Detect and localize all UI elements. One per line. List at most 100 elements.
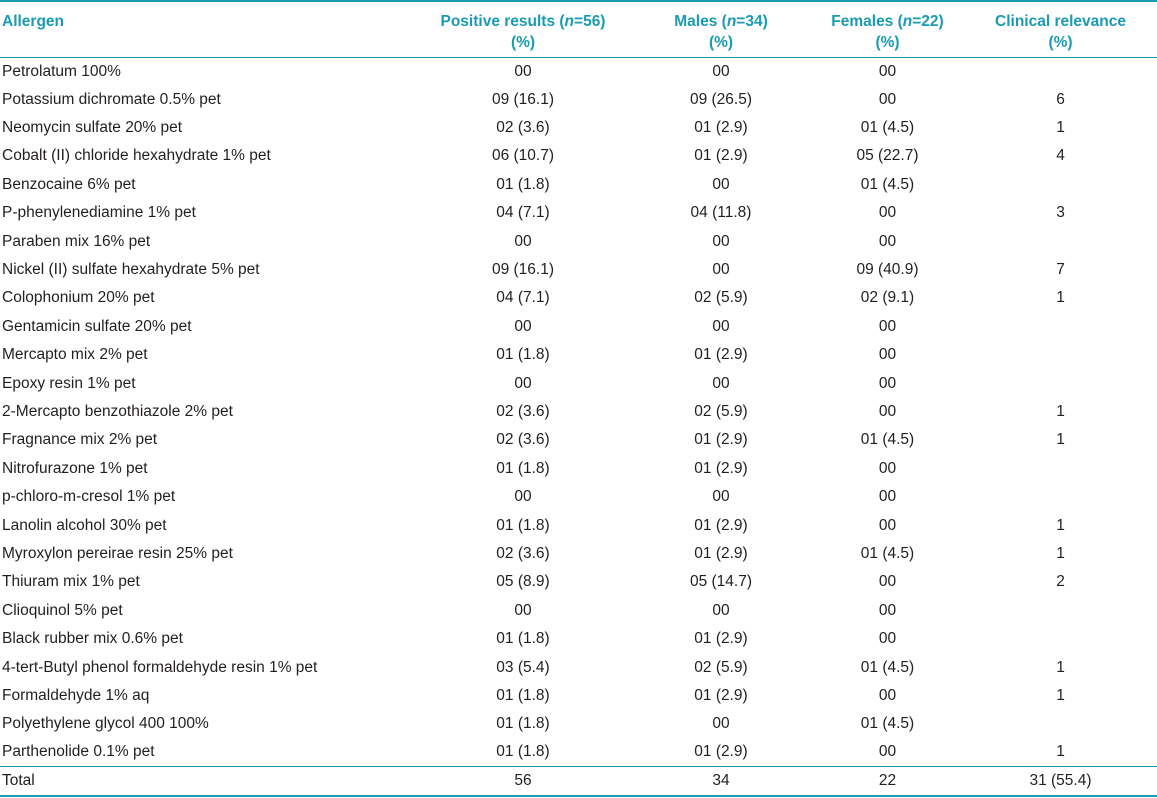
cell-allergen: Petrolatum 100% — [2, 62, 121, 80]
cell-females: 00 — [878, 686, 897, 704]
table-row: Nitrofurazone 1% pet 01 (1.8) 01 (2.9) 00 — [0, 455, 1157, 483]
table-row: Lanolin alcohol 30% pet 01 (1.8) 01 (2.9) 0… — [0, 511, 1157, 539]
cell-positive: 00 — [514, 232, 532, 250]
cell-males: 00 — [712, 232, 730, 250]
cell-allergen: P-phenylenediamine 1% pet — [2, 204, 196, 222]
cell-clinical: 1 — [1056, 686, 1065, 704]
cell-clinical — [964, 227, 1157, 255]
table-row: Mercapto mix 2% pet 01 (1.8) 01 (2.9) 00 — [0, 341, 1157, 369]
table-row: Fragnance mix 2% pet 02 (3.6) 01 (2.9) 01 (… — [0, 426, 1157, 454]
cell-allergen: Mercapto mix 2% pet — [2, 346, 148, 364]
cell-males: 01 (2.9) — [694, 346, 748, 364]
cell-males: 01 (2.9) — [694, 743, 748, 761]
cell-clinical: 1 — [1056, 119, 1065, 137]
table-row: Epoxy resin 1% pet 00 00 00 — [0, 369, 1157, 397]
cell-females: 00 — [878, 459, 897, 477]
cell-clinical — [964, 710, 1157, 738]
cell-males: 01 (2.9) — [694, 686, 748, 704]
cell-clinical — [964, 313, 1157, 341]
cell-females: 01 (4.5) — [860, 119, 915, 137]
total-row: Total 56 34 22 31 (55.4) — [0, 766, 1157, 798]
cell-males: 05 (14.7) — [689, 573, 753, 591]
cell-males: 02 (5.9) — [694, 289, 748, 307]
table-row: Paraben mix 16% pet 00 00 00 — [0, 227, 1157, 255]
cell-allergen: Neomycin sulfate 20% pet — [2, 119, 183, 137]
cell-positive: 00 — [514, 317, 532, 335]
cell-females: 00 — [878, 630, 897, 648]
cell-females: 00 — [878, 516, 897, 534]
cell-clinical — [964, 341, 1157, 369]
cell-clinical — [964, 597, 1157, 625]
table-row: Cobalt (II) chloride hexahydrate 1% pet 0… — [0, 142, 1157, 170]
cell-clinical — [964, 171, 1157, 199]
cell-females: 01 (4.5) — [860, 658, 915, 676]
cell-positive: 01 (1.8) — [496, 686, 550, 704]
cell-males: 00 — [712, 261, 730, 279]
cell-clinical: 6 — [1056, 90, 1065, 108]
cell-clinical: 1 — [1056, 289, 1065, 307]
cell-clinical — [964, 57, 1157, 86]
col-header-positive-unit: (%) — [510, 34, 536, 51]
cell-positive: 06 (10.7) — [491, 147, 555, 165]
cell-clinical — [964, 369, 1157, 397]
table-row: 2-Mercapto benzothiazole 2% pet 02 (3.6) 0… — [0, 398, 1157, 426]
cell-clinical: 1 — [1056, 743, 1065, 761]
cell-positive: 01 (1.8) — [496, 630, 550, 648]
cell-allergen: Black rubber mix 0.6% pet — [2, 630, 183, 648]
cell-clinical: 3 — [1056, 204, 1065, 222]
cell-positive: 00 — [514, 374, 532, 392]
cell-females: 00 — [878, 743, 897, 761]
cell-males: 00 — [712, 374, 730, 392]
cell-clinical: 1 — [1056, 431, 1065, 449]
table-body: Petrolatum 100% 00 00 00 Potassium dichromat… — [0, 57, 1157, 798]
cell-allergen: Clioquinol 5% pet — [2, 601, 123, 619]
col-header-males-unit: (%) — [708, 34, 734, 51]
cell-positive: 02 (3.6) — [496, 119, 550, 137]
table-row: Parthenolide 0.1% pet 01 (1.8) 01 (2.9) 00 1 — [0, 738, 1157, 767]
cell-males: 02 (5.9) — [694, 658, 748, 676]
cell-clinical: 1 — [1056, 544, 1065, 562]
table-row: Black rubber mix 0.6% pet 01 (1.8) 01 (2.9… — [0, 625, 1157, 653]
table-row: Potassium dichromate 0.5% pet 09 (16.1) 09… — [0, 86, 1157, 114]
cell-positive: 00 — [514, 601, 532, 619]
cell-allergen: Potassium dichromate 0.5% pet — [2, 90, 221, 108]
table-row: Neomycin sulfate 20% pet 02 (3.6) 01 (2.9)… — [0, 114, 1157, 142]
table-row: Thiuram mix 1% pet 05 (8.9) 05 (14.7) 00 2 — [0, 568, 1157, 596]
cell-allergen: Myroxylon pereirae resin 25% pet — [2, 544, 233, 562]
table-row: p-chloro-m-cresol 1% pet 00 00 00 — [0, 483, 1157, 511]
cell-positive: 01 (1.8) — [496, 175, 550, 193]
cell-clinical: 1 — [1056, 658, 1065, 676]
col-header-positive: Positive results (n=56) (%) — [415, 1, 631, 57]
cell-males: 00 — [712, 488, 730, 506]
cell-allergen: Thiuram mix 1% pet — [2, 573, 140, 591]
col-header-males-label: Males (n=34) — [674, 13, 768, 30]
cell-allergen: Nitrofurazone 1% pet — [2, 459, 148, 477]
total-males: 34 — [631, 766, 811, 798]
table-header: Allergen Positive results (n=56) (%) Mal… — [0, 1, 1157, 57]
cell-males: 00 — [712, 62, 730, 80]
cell-clinical: 4 — [1056, 147, 1065, 165]
cell-females: 01 (4.5) — [860, 544, 915, 562]
cell-allergen: 2-Mercapto benzothiazole 2% pet — [2, 402, 233, 420]
cell-females: 00 — [878, 317, 897, 335]
cell-positive: 01 (1.8) — [496, 346, 550, 364]
cell-allergen: Fragnance mix 2% pet — [2, 431, 158, 449]
table-row: Nickel (II) sulfate hexahydrate 5% pet 09… — [0, 256, 1157, 284]
col-header-clinical-unit: (%) — [1048, 34, 1073, 51]
cell-males: 02 (5.9) — [694, 402, 748, 420]
cell-positive: 01 (1.8) — [496, 516, 550, 534]
table-row: Polyethylene glycol 400 100% 01 (1.8) 00 01… — [0, 710, 1157, 738]
cell-females: 00 — [878, 90, 897, 108]
cell-allergen: Paraben mix 16% pet — [2, 232, 151, 250]
col-header-females-unit: (%) — [875, 34, 900, 51]
cell-females: 05 (22.7) — [856, 147, 919, 165]
cell-males: 01 (2.9) — [694, 459, 748, 477]
cell-allergen: Colophonium 20% pet — [2, 289, 155, 307]
cell-positive: 01 (1.8) — [496, 715, 550, 733]
cell-allergen: Epoxy resin 1% pet — [2, 374, 136, 392]
cell-positive: 05 (8.9) — [496, 573, 550, 591]
cell-allergen: p-chloro-m-cresol 1% pet — [2, 488, 176, 506]
col-header-females-label: Females (n=22) — [831, 13, 944, 30]
cell-females: 00 — [878, 601, 897, 619]
